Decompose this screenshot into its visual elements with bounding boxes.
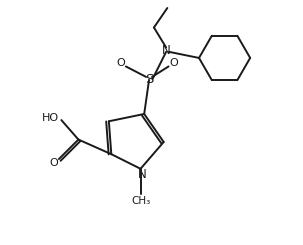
Text: O: O (116, 58, 125, 68)
Text: CH₃: CH₃ (131, 196, 150, 206)
Text: HO: HO (42, 113, 59, 123)
Text: N: N (162, 44, 171, 57)
Text: S: S (145, 73, 153, 86)
Text: N: N (137, 168, 146, 181)
Text: O: O (49, 159, 58, 168)
Text: O: O (170, 58, 178, 68)
